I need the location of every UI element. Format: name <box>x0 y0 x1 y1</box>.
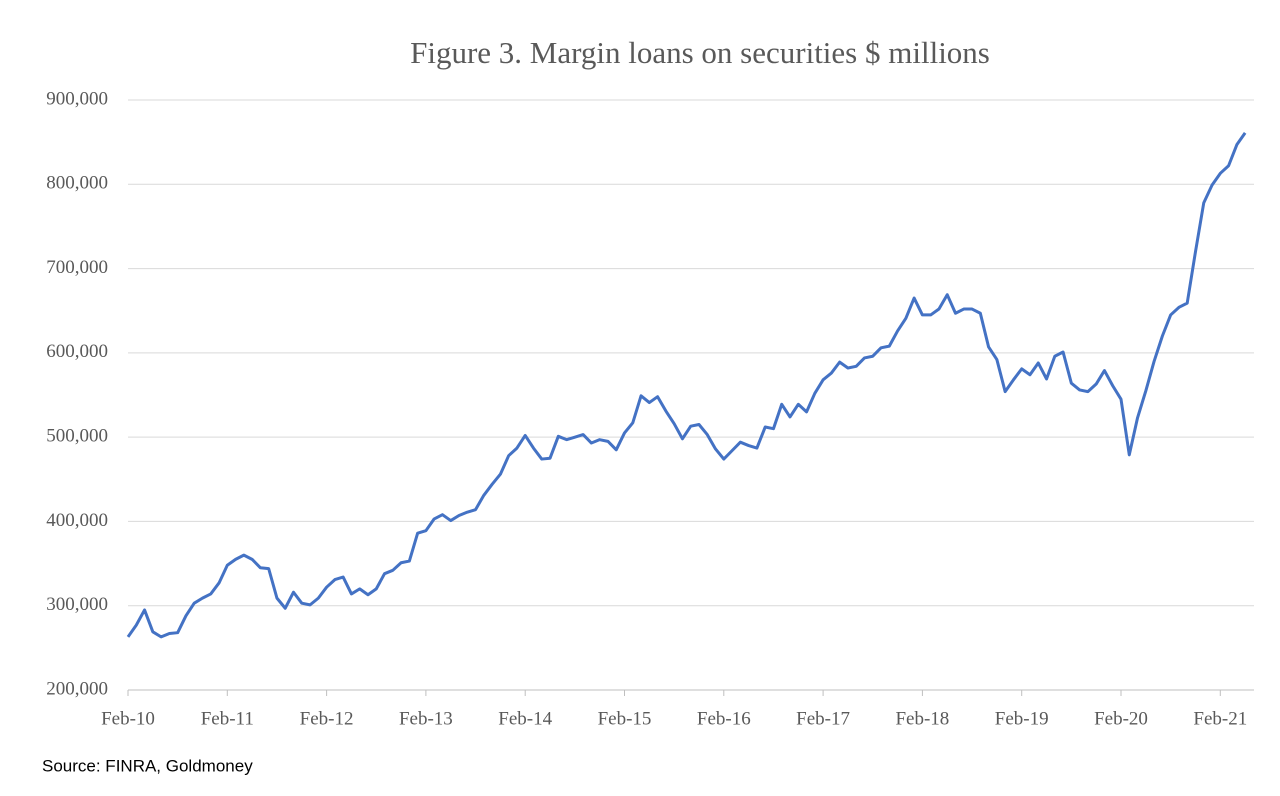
x-tick-label: Feb-13 <box>399 708 453 729</box>
x-tick-label: Feb-15 <box>598 708 652 729</box>
chart-title: Figure 3. Margin loans on securities $ m… <box>410 35 990 70</box>
x-tick-label: Feb-19 <box>995 708 1049 729</box>
x-tick-label: Feb-14 <box>498 708 552 729</box>
y-tick-label: 200,000 <box>46 678 108 699</box>
x-tick-label: Feb-16 <box>697 708 751 729</box>
y-tick-label: 700,000 <box>46 257 108 278</box>
data-line <box>126 132 1247 639</box>
x-tick-label: Feb-10 <box>101 708 155 729</box>
y-tick-label: 500,000 <box>46 426 108 447</box>
source-note: Source: FINRA, Goldmoney <box>42 756 253 775</box>
x-tick-label: Feb-20 <box>1094 708 1148 729</box>
x-tick-label: Feb-11 <box>201 708 254 729</box>
y-tick-label: 300,000 <box>46 594 108 615</box>
y-tick-label: 400,000 <box>46 510 108 531</box>
x-tick-label: Feb-21 <box>1193 708 1247 729</box>
x-tick-label: Feb-17 <box>796 708 850 729</box>
y-tick-label: 600,000 <box>46 341 108 362</box>
x-tick-label: Feb-12 <box>300 708 354 729</box>
y-tick-label: 900,000 <box>46 88 108 109</box>
x-tick-label: Feb-18 <box>895 708 949 729</box>
y-tick-label: 800,000 <box>46 173 108 194</box>
